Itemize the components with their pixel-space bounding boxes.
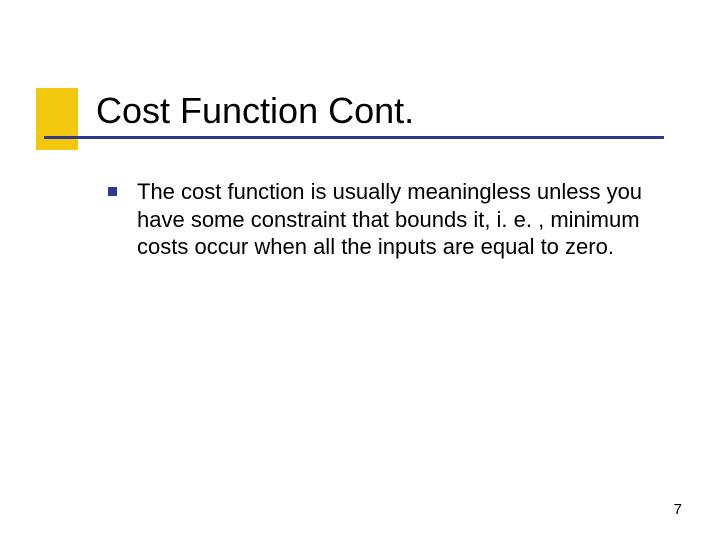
accent-decor xyxy=(36,88,78,150)
page-number: 7 xyxy=(674,501,682,518)
bullet-text: The cost function is usually meaningless… xyxy=(137,178,647,261)
slide: Cost Function Cont. The cost function is… xyxy=(0,0,720,540)
slide-title: Cost Function Cont. xyxy=(96,90,414,132)
title-underline xyxy=(44,136,664,139)
square-bullet-icon xyxy=(108,187,117,196)
bullet-item: The cost function is usually meaningless… xyxy=(108,178,647,261)
